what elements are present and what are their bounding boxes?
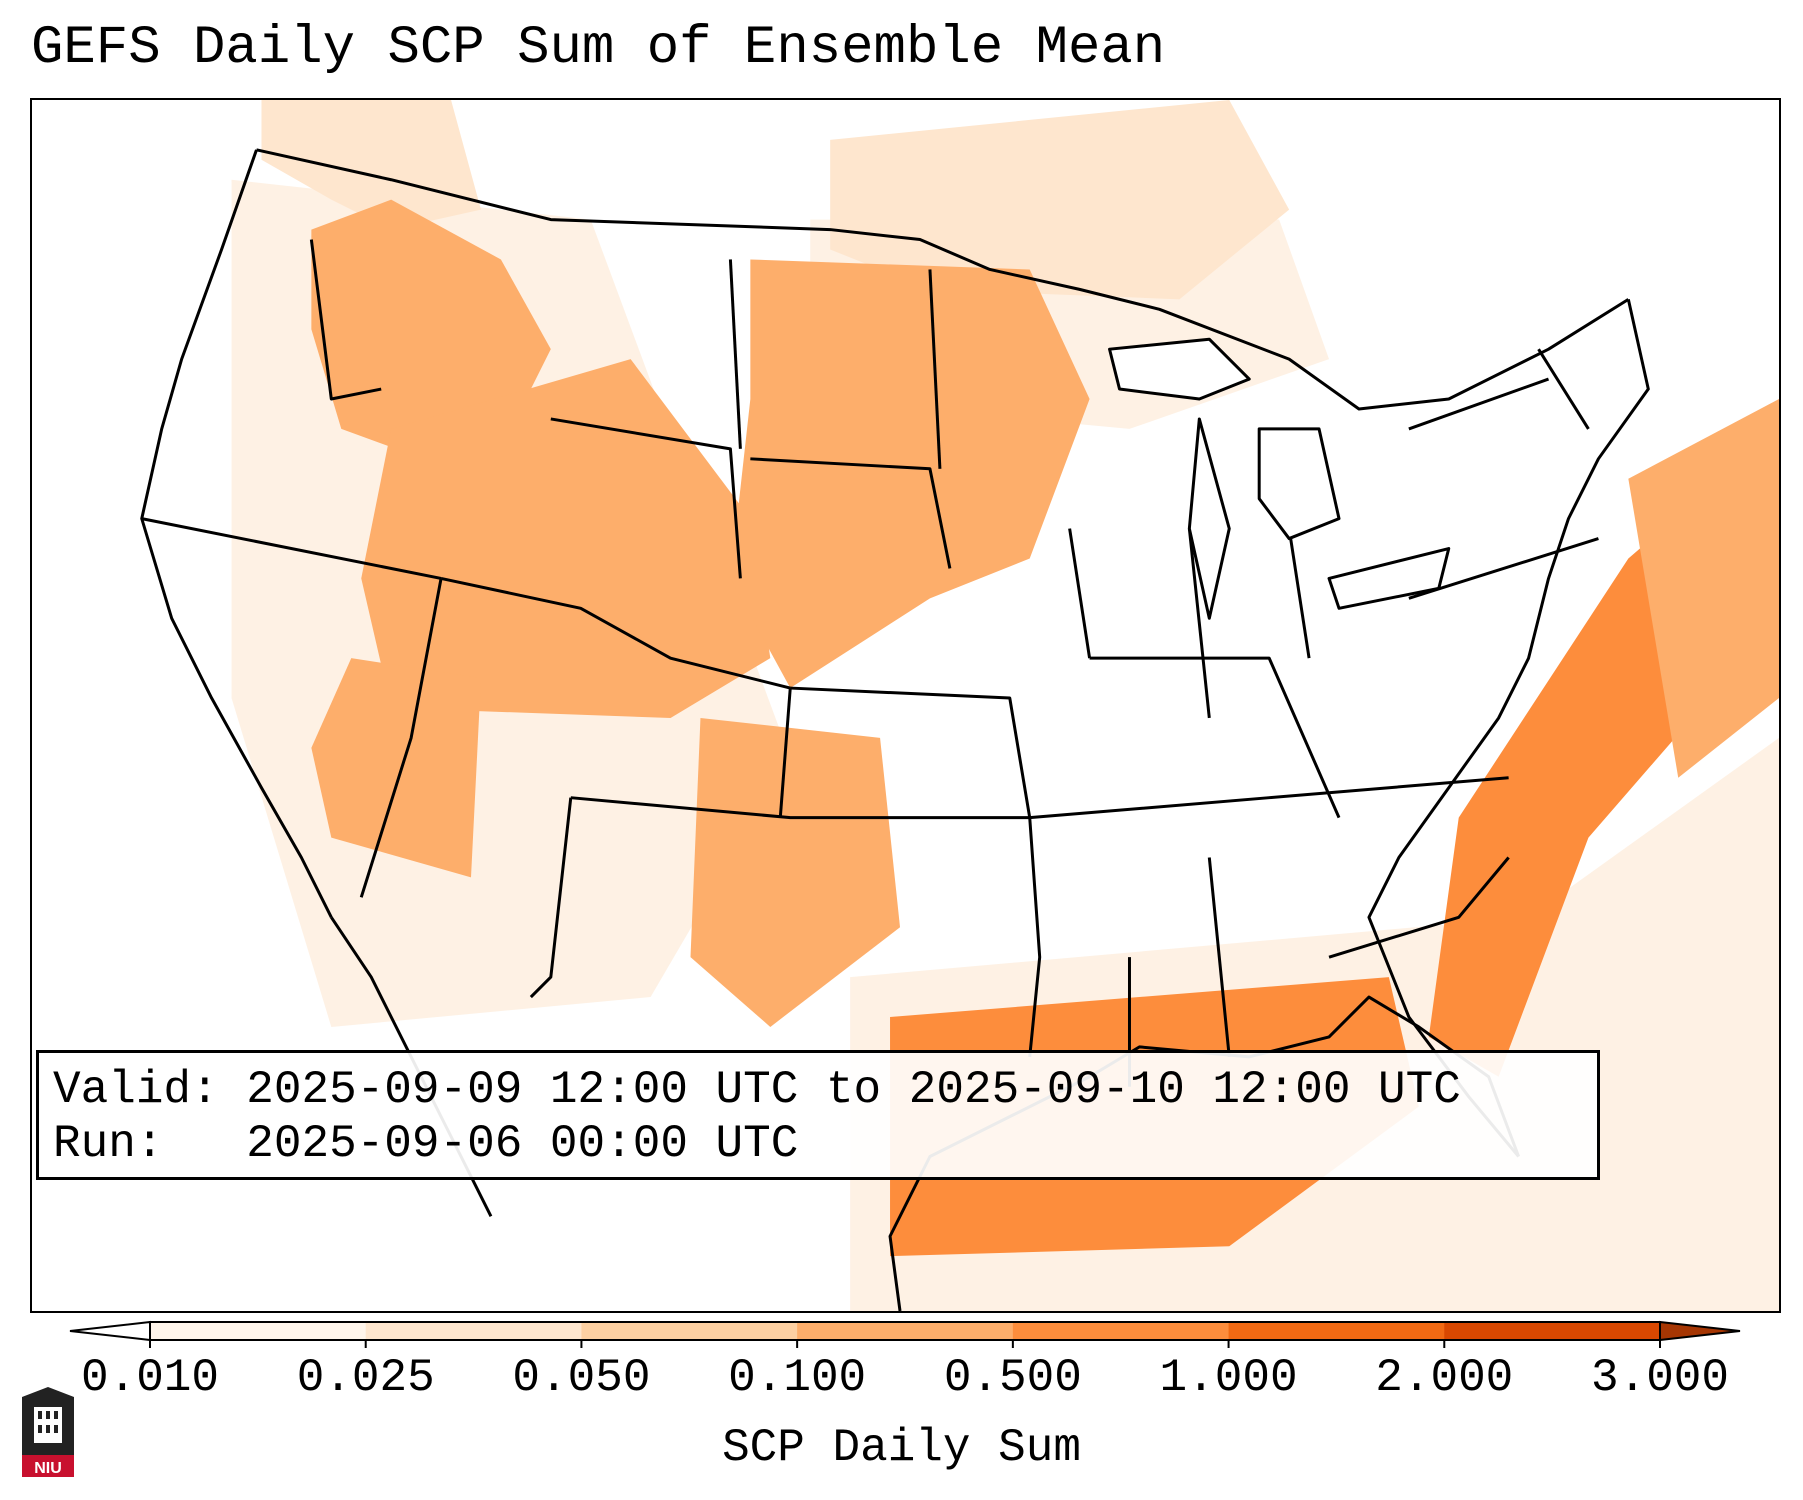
boundary-line [141, 517, 442, 580]
run-text: 2025-09-06 00:00 UTC [246, 1118, 799, 1170]
run-label: Run: [53, 1118, 164, 1170]
boundary-line [256, 148, 1630, 411]
boundary-line [728, 259, 742, 449]
colorbar-label: SCP Daily Sum [722, 1422, 1081, 1474]
chart-title: GEFS Daily SCP Sum of Ensemble Mean [31, 18, 1166, 79]
scp-region [361, 359, 771, 718]
great-lake [1187, 417, 1231, 620]
colorbar-outline [149, 1321, 1661, 1341]
colorbar-segment [365, 1322, 582, 1340]
boundary-line [1287, 528, 1311, 659]
boundary-line [750, 457, 952, 569]
colorbar-segment [797, 1322, 1014, 1340]
boundary-line [550, 417, 742, 579]
boundary-line [1408, 377, 1550, 431]
colorbar-tick-labels: 0.010 0.025 0.050 0.100 0.500 1.000 2.000 3.000 [0, 1352, 1803, 1412]
boundary-line [440, 576, 791, 690]
colorbar-segment [1444, 1322, 1661, 1340]
boundary-line [1089, 656, 1341, 819]
scp-region [261, 100, 481, 230]
boundary-line [1207, 857, 1231, 1057]
boundary-line [529, 797, 573, 999]
boundary-line [928, 269, 942, 469]
colorbar-under-arrow [69, 1320, 151, 1342]
colorbar-tick-label: 0.010 [80, 1352, 220, 1404]
boundary-line [309, 239, 382, 401]
colorbar-tick-label: 3.000 [1590, 1352, 1730, 1404]
boundary-line [1367, 299, 1650, 1158]
colorbar-segment [581, 1322, 798, 1340]
colorbar-tick-label: 0.025 [296, 1352, 435, 1404]
boundary-line [140, 149, 333, 918]
boundary-line [1408, 537, 1599, 600]
boundary-line [359, 578, 443, 898]
boundary-line [1537, 348, 1590, 430]
svg-text:NIU: NIU [34, 1460, 62, 1477]
niu-logo: NIU [22, 1387, 74, 1477]
boundary-line [1029, 776, 1509, 820]
colorbar-segment [1228, 1322, 1445, 1340]
colorbar-tick-label: 0.100 [728, 1352, 867, 1404]
scp-region [730, 259, 1090, 689]
scp-region [690, 717, 901, 1027]
colorbar-tick-label: 1.000 [1159, 1352, 1298, 1404]
colorbar [69, 1320, 1741, 1348]
boundary-line [1068, 528, 1092, 659]
boundary-line [1028, 817, 1042, 1057]
scp-region [1628, 399, 1779, 778]
colorbar-tick-label: 0.500 [943, 1352, 1082, 1404]
colorbar-tick-label: 2.000 [1375, 1352, 1514, 1404]
valid-text: 2025-09-09 12:00 UTC to 2025-09-10 12:00… [246, 1064, 1461, 1116]
great-lake [1257, 427, 1341, 541]
colorbar-tick-label: 0.050 [512, 1352, 651, 1404]
colorbar-segment [150, 1322, 367, 1340]
boundary-line [570, 796, 1030, 820]
colorbar-over-arrow [1659, 1320, 1741, 1342]
boundary-line [1328, 856, 1510, 959]
great-lake [1108, 337, 1251, 401]
scp-region [311, 658, 481, 878]
valid-run-box: Valid: 2025-09-09 12:00 UTC to 2025-09-1… [36, 1050, 1600, 1180]
great-lake [1327, 547, 1451, 610]
boundary-line [1187, 528, 1211, 719]
colorbar-segment [1012, 1322, 1230, 1340]
valid-label: Valid: [53, 1064, 219, 1116]
boundary-line [790, 686, 1032, 818]
boundary-line [778, 687, 792, 818]
